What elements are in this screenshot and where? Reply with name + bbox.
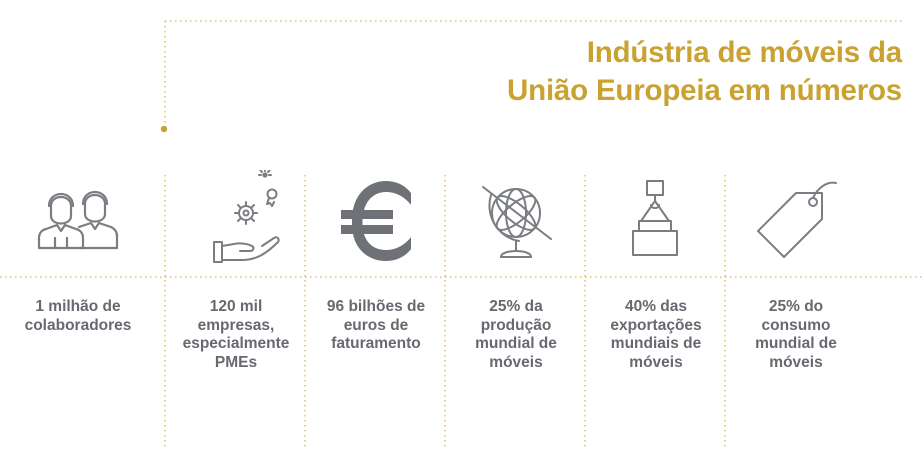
title-line-2: União Europeia em números xyxy=(507,74,902,107)
globe-icon xyxy=(482,186,552,258)
stat-label: 25% da produção mundial de móveis xyxy=(475,298,557,371)
stat-column-revenue: 96 bilhões de euros de faturamento xyxy=(305,170,447,460)
stat-label: 120 mil empresas, especialmente PMEs xyxy=(182,298,290,371)
stat-column-companies: 120 mil empresas, especialmente PMEs xyxy=(165,170,307,460)
people-icon xyxy=(37,190,119,250)
guide-dot xyxy=(160,125,168,133)
crane-box-icon xyxy=(632,180,678,256)
hand-gear-icon xyxy=(213,170,280,263)
stat-label: 96 bilhões de euros de faturamento xyxy=(326,298,426,352)
stat-label: 1 milhão de colaboradores xyxy=(24,298,132,334)
title-line-1: Indústria de móveis da xyxy=(586,36,902,69)
page-title: Indústria de móveis da União Europeia em… xyxy=(507,34,902,110)
stat-label: 25% do consumo mundial de móveis xyxy=(755,298,837,371)
euro-icon xyxy=(341,181,411,261)
stat-column-production: 25% da produção mundial de móveis xyxy=(445,170,587,460)
stat-label: 40% das exportações mundiais de móveis xyxy=(610,298,702,371)
stat-column-employees: 1 milhão de colaboradores xyxy=(7,170,149,460)
stat-column-exports: 40% das exportações mundiais de móveis xyxy=(585,170,727,460)
stat-column-consumption: 25% do consumo mundial de móveis xyxy=(725,170,867,460)
price-tag-icon xyxy=(757,181,837,258)
